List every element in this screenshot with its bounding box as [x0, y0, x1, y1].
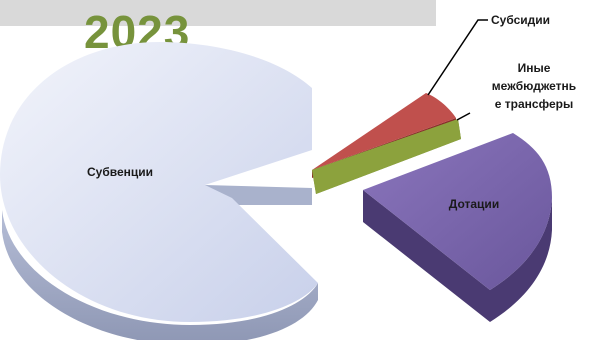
label-other-transfers-line1: Иные [518, 61, 551, 75]
slice-other-transfers [312, 119, 461, 194]
label-other-transfers-line3: е трансферы [495, 97, 573, 111]
slice-dotations-depth [363, 190, 552, 322]
slice-other-transfers-top [312, 119, 461, 194]
slice-subventions [0, 42, 318, 340]
leader-line-subsidies [427, 19, 488, 96]
slice-dotations-top [363, 133, 552, 290]
slice-subventions-depth [2, 210, 318, 340]
slice-subventions-top [0, 42, 318, 322]
leader-line-other-transfers [456, 112, 471, 121]
slice-subsidies-top [312, 93, 456, 170]
label-subventions: Субвенции [87, 165, 153, 179]
label-dotations: Дотации [449, 197, 499, 211]
slice-subsidies-dotations [363, 133, 552, 322]
label-subsidies: Субсидии [491, 13, 550, 27]
title-band [0, 0, 436, 26]
label-other-transfers-line2: межбюджетнь [492, 79, 576, 93]
